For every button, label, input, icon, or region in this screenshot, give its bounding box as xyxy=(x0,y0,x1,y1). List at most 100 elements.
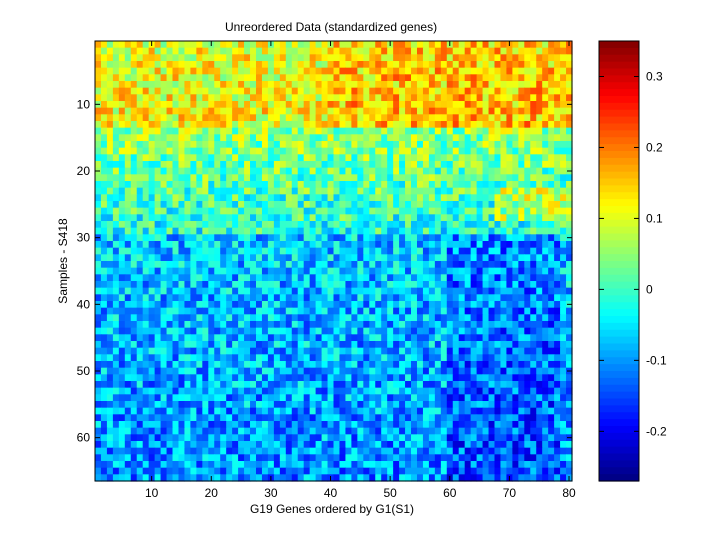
heatmap-cell xyxy=(303,41,311,49)
heatmap-cell xyxy=(95,87,102,95)
heatmap-cell xyxy=(220,281,227,289)
heatmap-cell xyxy=(363,187,370,195)
heatmap-cell xyxy=(297,441,305,449)
heatmap-cell xyxy=(422,47,430,55)
heatmap-cell xyxy=(363,374,370,382)
heatmap-cell xyxy=(166,407,174,415)
heatmap-cell xyxy=(399,401,406,409)
heatmap-cell xyxy=(273,274,281,282)
heatmap-cell xyxy=(351,121,358,129)
heatmap-cell xyxy=(148,227,156,235)
heatmap-cell xyxy=(160,407,168,415)
heatmap-cell xyxy=(560,321,567,329)
heatmap-cell xyxy=(303,321,311,329)
heatmap-cell xyxy=(255,187,263,195)
heatmap-cell xyxy=(512,274,519,282)
heatmap-cell xyxy=(261,374,269,382)
heatmap-cell xyxy=(351,381,358,389)
heatmap-cell xyxy=(554,287,561,295)
heatmap-cell xyxy=(458,401,466,409)
heatmap-cell xyxy=(226,67,233,75)
heatmap-cell xyxy=(273,314,281,322)
heatmap-cell xyxy=(554,341,561,349)
heatmap-cell xyxy=(434,247,442,255)
heatmap-cell xyxy=(393,367,400,375)
heatmap-cell xyxy=(244,181,251,189)
heatmap-cell xyxy=(321,127,329,135)
heatmap-cell xyxy=(202,307,209,315)
heatmap-cell xyxy=(494,287,502,295)
heatmap-cell xyxy=(488,367,496,375)
heatmap-cell xyxy=(393,74,400,82)
heatmap-cell xyxy=(554,167,561,175)
heatmap-cell xyxy=(112,201,120,209)
heatmap-cell xyxy=(142,274,150,282)
heatmap-cell xyxy=(458,181,466,189)
heatmap-cell xyxy=(285,414,293,422)
heatmap-cell xyxy=(345,234,352,242)
heatmap-cell xyxy=(560,74,567,82)
heatmap-cell xyxy=(315,307,323,315)
heatmap-cell xyxy=(560,47,567,55)
heatmap-cell xyxy=(345,94,352,102)
heatmap-cell xyxy=(112,181,120,189)
heatmap-cell xyxy=(250,107,257,115)
heatmap-cell xyxy=(136,434,144,442)
heatmap-cell xyxy=(482,381,490,389)
heatmap-cell xyxy=(375,374,382,382)
heatmap-cell xyxy=(154,121,162,129)
heatmap-cell xyxy=(381,261,388,269)
heatmap-cell xyxy=(160,281,168,289)
heatmap-cell xyxy=(95,207,102,215)
heatmap-cell xyxy=(470,161,478,169)
heatmap-cell xyxy=(315,434,323,442)
heatmap-cell xyxy=(351,407,358,415)
heatmap-cell xyxy=(273,47,281,55)
heatmap-cell xyxy=(440,281,448,289)
heatmap-cell xyxy=(112,381,120,389)
heatmap-cell xyxy=(405,107,412,115)
heatmap-cell xyxy=(554,294,561,302)
heatmap-cell xyxy=(399,61,406,69)
heatmap-cell xyxy=(267,427,275,435)
heatmap-cell xyxy=(393,201,400,209)
heatmap-cell xyxy=(106,261,114,269)
heatmap-cell xyxy=(273,207,281,215)
heatmap-cell xyxy=(178,334,186,342)
heatmap-cell xyxy=(202,281,209,289)
heatmap-cell xyxy=(512,401,519,409)
heatmap-cell xyxy=(351,314,358,322)
heatmap-cell xyxy=(166,381,174,389)
heatmap-cell xyxy=(184,141,191,149)
heatmap-cell xyxy=(393,161,400,169)
heatmap-cell xyxy=(291,234,299,242)
heatmap-cell xyxy=(315,187,323,195)
heatmap-cell xyxy=(560,154,567,162)
heatmap-cell xyxy=(357,347,364,355)
heatmap-cell xyxy=(303,134,311,142)
heatmap-cell xyxy=(375,327,382,335)
heatmap-cell xyxy=(238,54,245,62)
heatmap-cell xyxy=(166,141,174,149)
heatmap-cell xyxy=(106,94,114,102)
heatmap-cell xyxy=(428,74,436,82)
heatmap-cell xyxy=(130,414,138,422)
heatmap-cell xyxy=(512,334,519,342)
heatmap-cell xyxy=(226,41,233,49)
heatmap-cell xyxy=(494,254,502,262)
heatmap-cell xyxy=(100,274,108,282)
heatmap-cell xyxy=(482,327,490,335)
heatmap-cell xyxy=(285,187,293,195)
heatmap-cell xyxy=(500,167,508,175)
heatmap-cell xyxy=(464,114,472,122)
heatmap-cell xyxy=(393,347,400,355)
heatmap-cell xyxy=(172,114,180,122)
heatmap-cell xyxy=(536,394,543,402)
heatmap-cell xyxy=(405,74,412,82)
heatmap-cell xyxy=(416,274,424,282)
heatmap-cell xyxy=(279,227,287,235)
heatmap-cell xyxy=(422,441,430,449)
heatmap-cell xyxy=(142,401,150,409)
heatmap-cell xyxy=(369,194,376,202)
heatmap-cell xyxy=(148,341,156,349)
